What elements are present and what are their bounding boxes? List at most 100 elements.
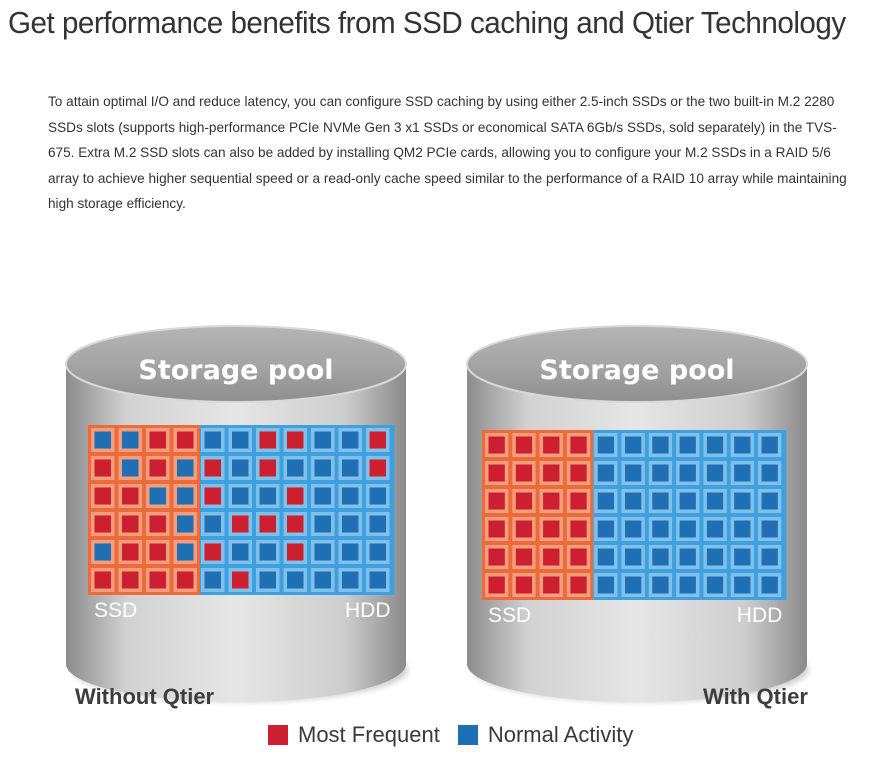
block-most-frequent (287, 431, 304, 449)
block-normal-activity (342, 543, 359, 561)
block-most-frequent (515, 576, 533, 594)
block-normal-activity (314, 431, 331, 449)
block-normal-activity (369, 515, 386, 533)
block-normal-activity (94, 543, 111, 561)
block-normal-activity (314, 487, 331, 505)
block-most-frequent (94, 515, 111, 533)
block-normal-activity (625, 436, 642, 454)
block-normal-activity (204, 571, 221, 589)
block-normal-activity (761, 464, 778, 482)
block-normal-activity (652, 436, 669, 454)
block-most-frequent (515, 492, 533, 510)
block-normal-activity (706, 492, 724, 510)
ssd-tier-band (88, 425, 200, 595)
block-normal-activity (706, 548, 724, 566)
hdd-label: HDD (737, 604, 783, 627)
block-most-frequent (122, 571, 139, 589)
legend-label-normal-activity: Normal Activity (487, 722, 634, 747)
block-most-frequent (369, 431, 386, 449)
block-normal-activity (652, 464, 669, 482)
block-most-frequent (204, 459, 221, 477)
block-normal-activity (177, 487, 194, 505)
block-most-frequent (259, 515, 276, 533)
block-normal-activity (761, 492, 778, 510)
block-normal-activity (734, 436, 751, 454)
hdd-tier-band (200, 425, 395, 595)
block-most-frequent (515, 548, 533, 566)
block-normal-activity (314, 543, 331, 561)
block-most-frequent (515, 436, 533, 454)
block-normal-activity (204, 515, 221, 533)
block-most-frequent (543, 548, 560, 566)
block-most-frequent (570, 492, 587, 510)
block-normal-activity (625, 576, 642, 594)
block-most-frequent (488, 492, 505, 510)
block-normal-activity (706, 436, 724, 454)
block-normal-activity (734, 520, 751, 538)
block-normal-activity (232, 487, 249, 505)
block-normal-activity (122, 431, 139, 449)
qtier-comparison-figure: Storage pool SSD HDD Storage pool SSD HDD Wi… (0, 300, 885, 759)
block-normal-activity (149, 487, 166, 505)
cylinder-with-qtier: Storage pool SSD HDD (466, 325, 809, 702)
block-normal-activity (706, 520, 724, 538)
block-normal-activity (177, 515, 194, 533)
block-most-frequent (543, 492, 560, 510)
cylinder-without-qtier: Storage pool SSD HDD (65, 325, 408, 702)
block-most-frequent (204, 487, 221, 505)
cylinder-top (65, 325, 407, 403)
block-most-frequent (287, 515, 304, 533)
block-normal-activity (625, 548, 642, 566)
block-most-frequent (287, 487, 304, 505)
block-normal-activity (679, 576, 696, 594)
block-normal-activity (314, 459, 331, 477)
page-title: Get performance benefits from SSD cachin… (8, 6, 846, 40)
block-normal-activity (177, 459, 194, 477)
block-normal-activity (761, 436, 778, 454)
block-normal-activity (734, 464, 751, 482)
block-normal-activity (94, 431, 111, 449)
legend-label-most-frequent: Most Frequent (298, 722, 440, 747)
block-most-frequent (122, 543, 139, 561)
block-normal-activity (761, 576, 778, 594)
block-normal-activity (679, 464, 696, 482)
block-normal-activity (597, 436, 614, 454)
block-most-frequent (369, 459, 386, 477)
block-normal-activity (679, 436, 696, 454)
block-most-frequent (570, 520, 587, 538)
block-normal-activity (652, 492, 669, 510)
block-most-frequent (149, 459, 166, 477)
block-normal-activity (734, 548, 751, 566)
block-most-frequent (543, 436, 560, 454)
block-normal-activity (706, 464, 724, 482)
block-most-frequent (204, 543, 221, 561)
legend-item-most-frequent: Most Frequent (268, 722, 440, 748)
ssd-label: SSD (94, 599, 137, 622)
block-most-frequent (543, 520, 560, 538)
block-normal-activity (232, 543, 249, 561)
block-normal-activity (761, 520, 778, 538)
cylinder-top (466, 325, 808, 403)
block-most-frequent (232, 571, 249, 589)
block-most-frequent (515, 520, 533, 538)
block-most-frequent (149, 571, 166, 589)
block-normal-activity (342, 459, 359, 477)
block-normal-activity (314, 515, 331, 533)
block-most-frequent (287, 543, 304, 561)
block-most-frequent (259, 431, 276, 449)
block-most-frequent (488, 520, 505, 538)
block-normal-activity (342, 515, 359, 533)
hdd-label: HDD (345, 599, 391, 622)
block-normal-activity (342, 487, 359, 505)
block-most-frequent (259, 459, 276, 477)
most-frequent-swatch (268, 725, 288, 745)
block-normal-activity (597, 520, 614, 538)
block-normal-activity (369, 487, 386, 505)
normal-activity-swatch (457, 725, 478, 745)
block-normal-activity (652, 548, 669, 566)
block-normal-activity (232, 431, 249, 449)
block-most-frequent (149, 431, 166, 449)
block-normal-activity (342, 571, 359, 589)
block-normal-activity (597, 492, 614, 510)
block-normal-activity (597, 576, 614, 594)
